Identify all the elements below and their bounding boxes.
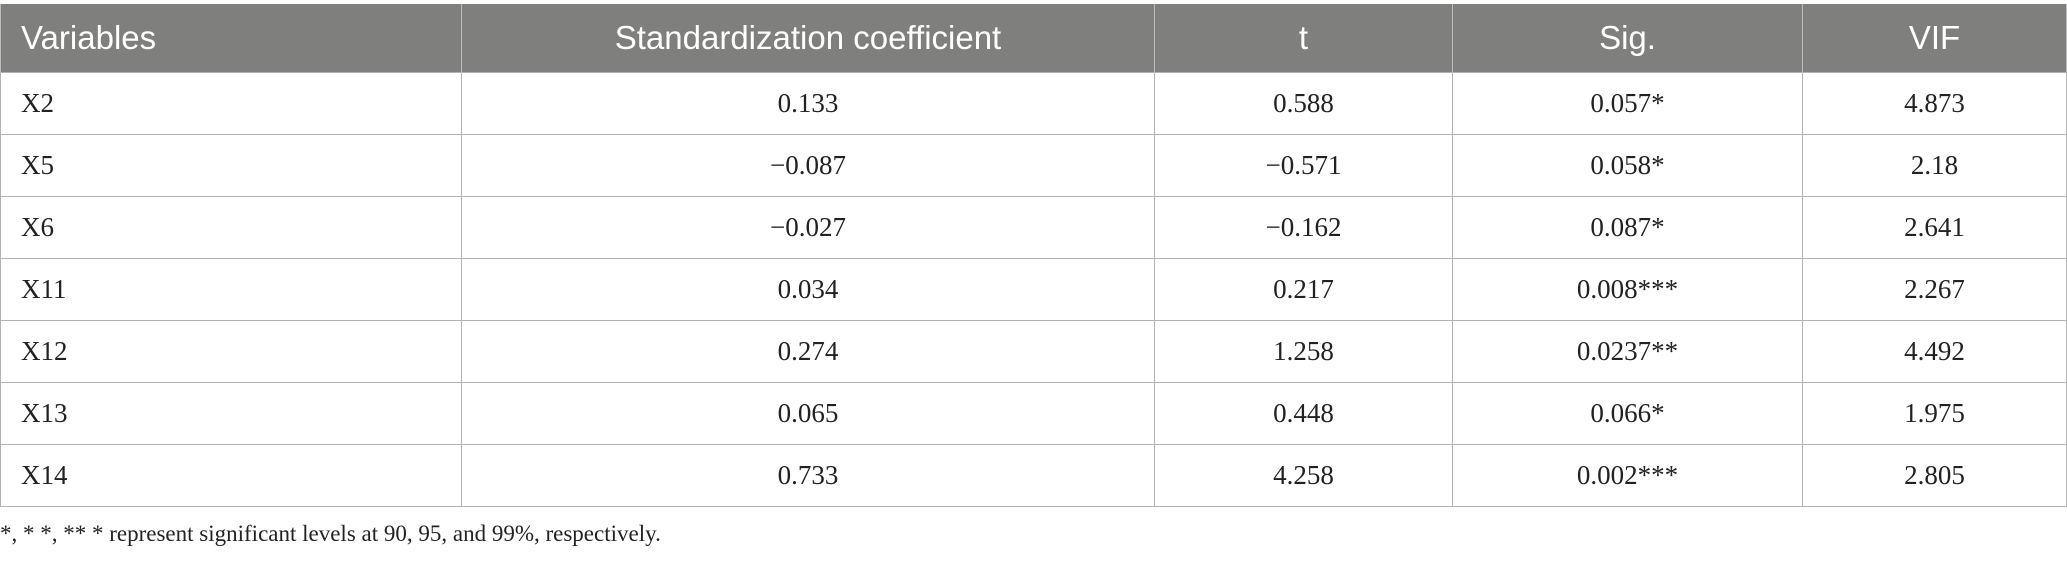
- cell-variable: X14: [0, 444, 462, 507]
- cell-vif: 2.805: [1802, 444, 2067, 507]
- cell-variable: X13: [0, 382, 462, 445]
- table-row: X2 0.133 0.588 0.057* 4.873: [0, 72, 2067, 135]
- header-sig: Sig.: [1452, 4, 1803, 73]
- cell-standardization-coefficient: 0.733: [461, 444, 1155, 507]
- cell-t: −0.162: [1154, 196, 1453, 259]
- table-row: X13 0.065 0.448 0.066* 1.975: [0, 382, 2067, 445]
- cell-standardization-coefficient: −0.087: [461, 134, 1155, 197]
- cell-sig: 0.0237**: [1452, 320, 1803, 383]
- table-row: X5 −0.087 −0.571 0.058* 2.18: [0, 134, 2067, 197]
- cell-sig: 0.058*: [1452, 134, 1803, 197]
- regression-table-container: Variables Standardization coefficient t …: [0, 4, 2067, 507]
- cell-vif: 2.267: [1802, 258, 2067, 321]
- cell-vif: 4.492: [1802, 320, 2067, 383]
- cell-vif: 1.975: [1802, 382, 2067, 445]
- cell-sig: 0.057*: [1452, 72, 1803, 135]
- header-t: t: [1154, 4, 1453, 73]
- cell-vif: 2.18: [1802, 134, 2067, 197]
- cell-t: 0.588: [1154, 72, 1453, 135]
- cell-t: 0.448: [1154, 382, 1453, 445]
- table-row: X11 0.034 0.217 0.008*** 2.267: [0, 258, 2067, 321]
- cell-standardization-coefficient: 0.274: [461, 320, 1155, 383]
- cell-vif: 4.873: [1802, 72, 2067, 135]
- header-variables: Variables: [0, 4, 462, 73]
- cell-sig: 0.008***: [1452, 258, 1803, 321]
- cell-t: 1.258: [1154, 320, 1453, 383]
- regression-table: Variables Standardization coefficient t …: [0, 4, 2067, 507]
- cell-t: 4.258: [1154, 444, 1453, 507]
- cell-sig: 0.066*: [1452, 382, 1803, 445]
- header-row: Variables Standardization coefficient t …: [0, 4, 2067, 73]
- cell-t: 0.217: [1154, 258, 1453, 321]
- cell-sig: 0.002***: [1452, 444, 1803, 507]
- cell-variable: X2: [0, 72, 462, 135]
- cell-variable: X12: [0, 320, 462, 383]
- cell-standardization-coefficient: 0.065: [461, 382, 1155, 445]
- cell-vif: 2.641: [1802, 196, 2067, 259]
- header-vif: VIF: [1802, 4, 2067, 73]
- cell-t: −0.571: [1154, 134, 1453, 197]
- table-header: Variables Standardization coefficient t …: [0, 4, 2067, 73]
- cell-standardization-coefficient: −0.027: [461, 196, 1155, 259]
- cell-standardization-coefficient: 0.133: [461, 72, 1155, 135]
- cell-variable: X11: [0, 258, 462, 321]
- table-body: X2 0.133 0.588 0.057* 4.873 X5 −0.087 −0…: [0, 72, 2067, 507]
- cell-variable: X5: [0, 134, 462, 197]
- cell-standardization-coefficient: 0.034: [461, 258, 1155, 321]
- table-footnote: *, * *, ** * represent significant level…: [0, 521, 661, 546]
- cell-variable: X6: [0, 196, 462, 259]
- header-standardization-coefficient: Standardization coefficient: [461, 4, 1155, 73]
- table-row: X12 0.274 1.258 0.0237** 4.492: [0, 320, 2067, 383]
- table-row: X14 0.733 4.258 0.002*** 2.805: [0, 444, 2067, 507]
- cell-sig: 0.087*: [1452, 196, 1803, 259]
- table-row: X6 −0.027 −0.162 0.087* 2.641: [0, 196, 2067, 259]
